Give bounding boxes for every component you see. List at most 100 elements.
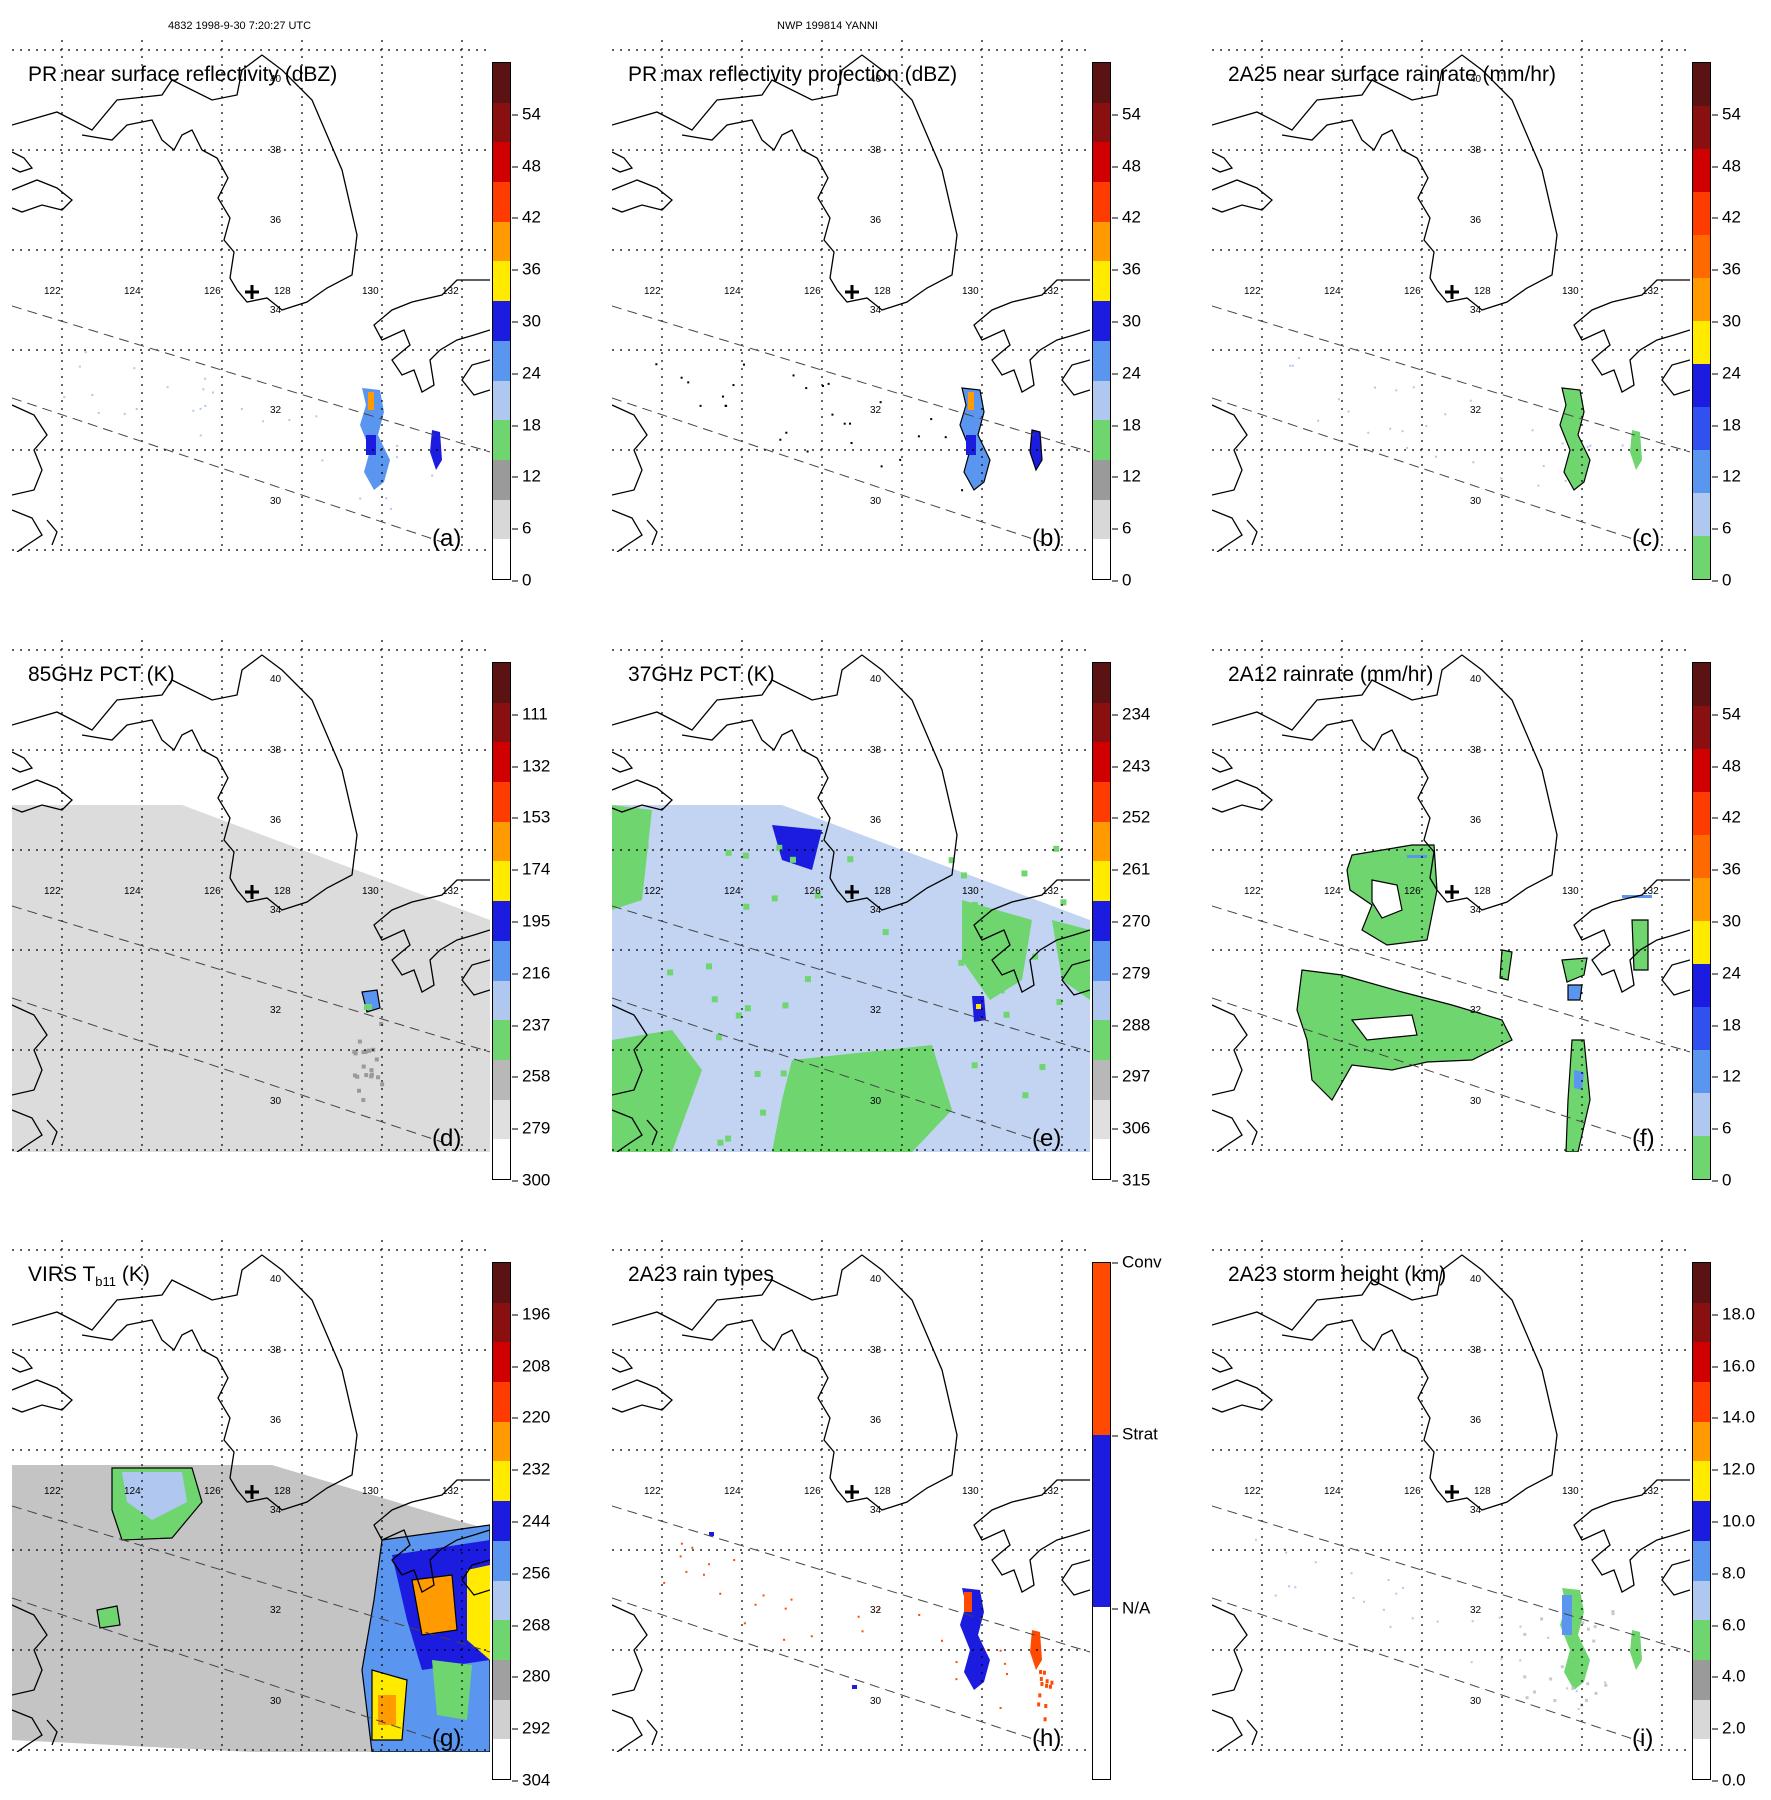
lon-label: 128 [1474, 1486, 1491, 1497]
panel-c: 40 38 36 34 32 30 122 124 126 128 130 132 2A25 near … [1200, 30, 1771, 600]
lat-label: 32 [1470, 1605, 1482, 1616]
colorbar-segment [1093, 1059, 1110, 1100]
colorbar-segment [1093, 702, 1110, 743]
data-field [1259, 357, 1642, 491]
swath-edge-south [1212, 997, 1643, 1143]
colorbar-tick-label: 30 [1712, 313, 1741, 330]
lon-label: 126 [804, 1486, 821, 1497]
coastline [612, 751, 634, 773]
colorbar-segment [1093, 499, 1110, 540]
coastline [461, 359, 490, 396]
lon-label: 132 [1642, 286, 1659, 297]
coastline [612, 1604, 648, 1696]
station-cross-icon [1445, 285, 1459, 299]
lat-label: 30 [1470, 496, 1482, 507]
coastline [461, 1559, 490, 1596]
panel-letter: (d) [432, 1125, 462, 1152]
colorbar-ticks: 0 6 12 18 24 30 36 42 48 54 [1112, 62, 1182, 588]
colorbar-tick-label: 42 [512, 209, 541, 226]
colorbar-ticks: 315 306 297 288 279 270 261 252 243 234 [1112, 662, 1182, 1188]
panel-letter: (f) [1632, 1125, 1655, 1152]
lon-label: 124 [1324, 1486, 1341, 1497]
colorbar-segment [1093, 742, 1110, 783]
colorbar [492, 1262, 511, 1780]
data-field [1296, 844, 1652, 1152]
colorbar-segment [1693, 1580, 1710, 1621]
swath-edge-north [612, 305, 1090, 453]
swath-edge-north [1212, 1505, 1690, 1653]
colorbar-tick-label: 243 [1112, 757, 1150, 774]
colorbar-segment [493, 301, 510, 341]
lat-label: 38 [1470, 745, 1482, 756]
map-plot: 40 38 36 34 32 30 122 124 126 128 130 132 [612, 1240, 1090, 1752]
lat-label: 34 [870, 305, 882, 316]
coastline [12, 54, 358, 311]
lon-label: 130 [962, 886, 979, 897]
coastline [461, 959, 490, 996]
coastline [373, 1479, 490, 1593]
lon-label: 122 [644, 886, 661, 897]
coastline [612, 1004, 648, 1096]
colorbar-tick-label: 18 [512, 416, 541, 433]
colorbar-segment [1093, 861, 1110, 902]
colorbar-tick-label: 153 [512, 809, 550, 826]
coastline [1212, 1109, 1243, 1152]
colorbar-segment [493, 459, 510, 500]
colorbar-ticks: N/A Strat Conv [1112, 1254, 1182, 1780]
panel-title: 2A23 storm height (km) [1228, 1264, 1446, 1285]
coastline [12, 179, 73, 213]
colorbar-segment [1093, 459, 1110, 500]
lat-label: 38 [270, 1345, 282, 1356]
colorbar-segment [1693, 921, 1710, 964]
colorbar-tick-label: N/A [1112, 1599, 1150, 1616]
swath-edge-north [12, 905, 490, 1053]
lat-label: 40 [1470, 74, 1482, 85]
panel-letter: (i) [1632, 1725, 1654, 1752]
lat-label: 30 [270, 1696, 282, 1707]
colorbar-segment [1693, 450, 1710, 493]
colorbar-segment [493, 1263, 510, 1303]
colorbar-tick-label: 0.0 [1712, 1772, 1746, 1789]
coastline [612, 1254, 958, 1511]
colorbar-segment [493, 1739, 510, 1779]
colorbar [492, 662, 511, 1180]
lat-label: 40 [870, 674, 882, 685]
lat-label: 34 [1470, 905, 1482, 916]
swath-edge-north [1212, 305, 1690, 453]
panel-i: 40 38 36 34 32 30 122 124 126 128 130 132 2A23 storm… [1200, 1230, 1771, 1800]
lon-label: 122 [644, 286, 661, 297]
colorbar-segment [1693, 364, 1710, 407]
colorbar-tick-label: 54 [1112, 105, 1141, 122]
colorbar-tick-label: 54 [512, 105, 541, 122]
map-plot: 40 38 36 34 32 30 122 124 126 128 130 132 [12, 640, 490, 1152]
lon-label: 128 [874, 286, 891, 297]
coastline [1573, 279, 1690, 393]
lon-label: 124 [124, 886, 141, 897]
colorbar-segment [1693, 1093, 1710, 1136]
coastline [612, 1709, 643, 1752]
swath-edge-north [612, 1505, 1090, 1653]
lat-label: 40 [1470, 1274, 1482, 1285]
coastline [612, 54, 958, 311]
lon-label: 132 [1042, 1486, 1059, 1497]
colorbar-segment [1693, 1263, 1710, 1303]
swath-edge-south [612, 997, 1043, 1143]
colorbar-segment [1693, 278, 1710, 321]
coastline [12, 1254, 358, 1511]
lon-label: 126 [1404, 886, 1421, 897]
colorbar-segment [1693, 407, 1710, 450]
colorbar [1092, 62, 1111, 580]
coastline [973, 1479, 1090, 1593]
colorbar-segment [493, 1421, 510, 1462]
map-plot: 40 38 36 34 32 30 122 124 126 128 130 132 [612, 40, 1090, 552]
colorbar-tick-label: 196 [512, 1305, 550, 1322]
coastline [1573, 1479, 1690, 1593]
data-field [655, 363, 1043, 492]
coastline [646, 1119, 658, 1146]
map-plot: 40 38 36 34 32 30 122 124 126 128 130 132 [612, 640, 1090, 1152]
panel-letter: (h) [1032, 1725, 1062, 1752]
colorbar-segment [493, 1382, 510, 1422]
colorbar-tick-label: 48 [1712, 757, 1741, 774]
colorbar-segment [1093, 1263, 1110, 1435]
lon-label: 128 [274, 286, 291, 297]
